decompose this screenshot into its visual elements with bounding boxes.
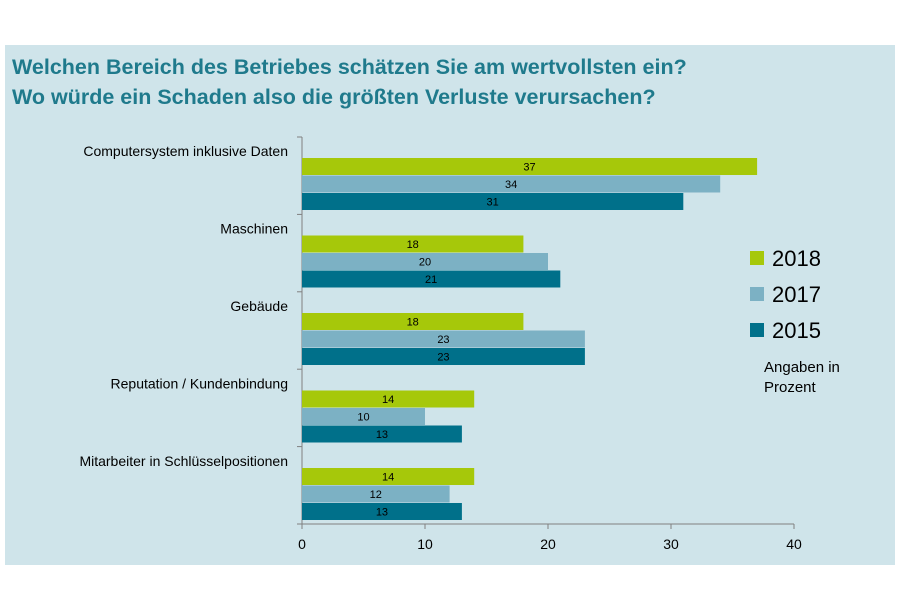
legend-label-2017: 2017 xyxy=(772,282,821,307)
bar-2015 xyxy=(302,503,462,520)
data-label-2017: 34 xyxy=(505,179,517,191)
x-tick-label: 0 xyxy=(298,536,306,552)
bar-2017 xyxy=(302,330,585,348)
bar-2017 xyxy=(302,253,548,270)
x-tick-label: 40 xyxy=(786,536,802,552)
data-label-2018: 14 xyxy=(382,394,394,406)
data-label-2017: 12 xyxy=(370,489,382,501)
bar-2018 xyxy=(302,390,475,408)
data-label-2018: 18 xyxy=(407,239,419,251)
data-label-2015: 13 xyxy=(376,429,388,441)
legend-swatch-2018 xyxy=(750,251,764,265)
bar-2015 xyxy=(302,270,561,288)
legend-swatch-2015 xyxy=(750,323,764,337)
data-label-2017: 20 xyxy=(419,257,431,269)
bar-2015 xyxy=(302,193,684,210)
data-label-2018: 18 xyxy=(407,317,419,329)
bar-2015 xyxy=(302,348,585,365)
category-label: Gebäude xyxy=(230,298,288,314)
data-label-2015: 21 xyxy=(425,274,437,286)
chart-title-line-1: Welchen Bereich des Betriebes schätzen S… xyxy=(12,55,687,79)
bar-2018 xyxy=(302,468,475,485)
category-label: Maschinen xyxy=(220,221,288,237)
x-tick-label: 20 xyxy=(540,536,556,552)
data-label-2018: 37 xyxy=(523,162,535,174)
bar-2018 xyxy=(302,158,758,175)
legend-label-2015: 2015 xyxy=(772,318,821,343)
data-label-2015: 13 xyxy=(376,507,388,519)
category-label: Reputation / Kundenbindung xyxy=(111,376,288,392)
x-tick-label: 30 xyxy=(663,536,679,552)
bar-2015 xyxy=(302,425,462,443)
data-label-2015: 31 xyxy=(487,197,499,209)
units-note-line-1: Angaben in xyxy=(764,359,840,376)
data-label-2017: 23 xyxy=(437,334,449,346)
data-label-2015: 23 xyxy=(437,352,449,364)
category-label: Mitarbeiter in Schlüsselpositionen xyxy=(79,453,288,469)
bar-2018 xyxy=(302,235,524,253)
data-label-2017: 10 xyxy=(357,412,369,424)
bar-2017 xyxy=(302,175,721,193)
category-label: Computersystem inklusive Daten xyxy=(83,143,288,159)
units-note: Angaben in Prozent xyxy=(764,358,840,398)
bar-2017 xyxy=(302,485,450,503)
bar-2017 xyxy=(302,408,425,425)
legend-label-2018: 2018 xyxy=(772,246,821,271)
units-note-line-2: Prozent xyxy=(764,379,816,396)
bar-2018 xyxy=(302,313,524,330)
chart-title-line-2: Wo würde ein Schaden also die größten Ve… xyxy=(12,85,656,109)
data-label-2018: 14 xyxy=(382,472,394,484)
legend-swatch-2017 xyxy=(750,287,764,301)
chart-title: Welchen Bereich des Betriebes schätzen S… xyxy=(12,52,882,112)
x-tick-label: 10 xyxy=(417,536,433,552)
